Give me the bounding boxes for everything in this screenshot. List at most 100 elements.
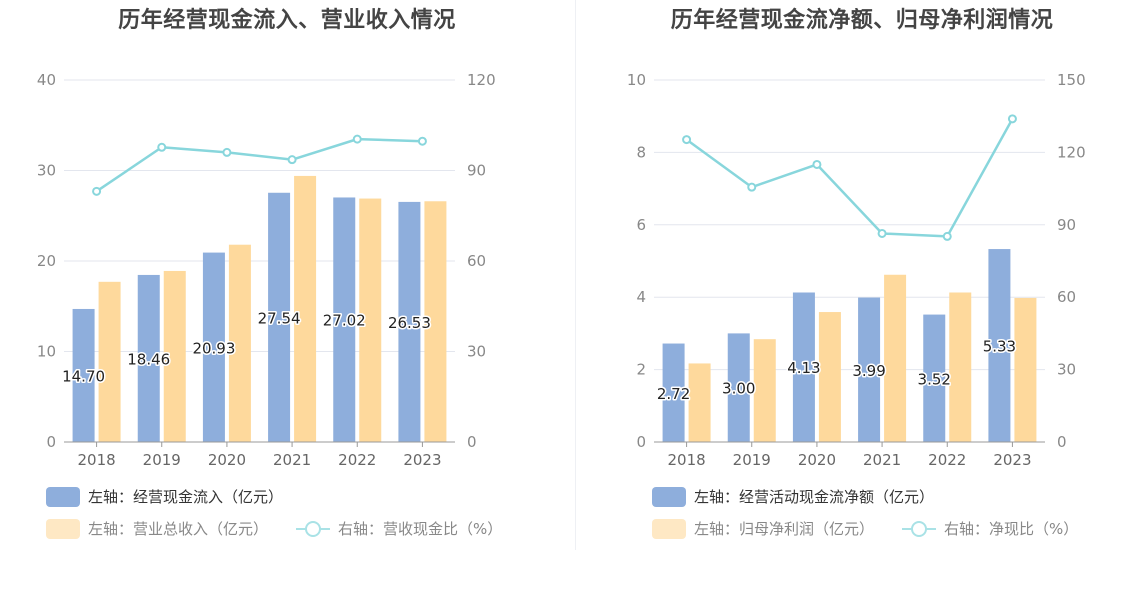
legend-label: 左轴：营业总收入（亿元） bbox=[88, 520, 269, 538]
y-left-tick-label: 8 bbox=[636, 143, 646, 161]
data-label: 14.70 bbox=[62, 367, 105, 385]
data-label: 2.72 bbox=[657, 385, 690, 403]
x-tick-label: 2020 bbox=[208, 451, 246, 469]
bar-0-s0-2020 bbox=[202, 252, 225, 442]
legend-label: 左轴：经营现金流入（亿元） bbox=[88, 488, 284, 506]
bar-0-s1-2019 bbox=[163, 270, 186, 442]
x-tick-label: 2023 bbox=[403, 451, 441, 469]
bar-1-s0-2018 bbox=[662, 343, 685, 442]
x-tick-label: 2018 bbox=[77, 451, 115, 469]
y-right-tick-label: 60 bbox=[1057, 288, 1076, 306]
legend-swatch-icon bbox=[46, 486, 80, 507]
data-label: 5.33 bbox=[983, 338, 1016, 356]
line-point bbox=[747, 182, 757, 192]
bar-0-s0-2018 bbox=[72, 308, 95, 442]
line-point bbox=[287, 155, 297, 165]
bar-1-s0-2022 bbox=[923, 314, 946, 442]
x-tick-label: 2021 bbox=[273, 451, 311, 469]
chart-plot: 0 2 4 6 8 10 0 30 60 90 120 150 2018 2019 2020 2021 2022… bbox=[627, 71, 1086, 469]
data-label: 3.99 bbox=[852, 362, 885, 380]
x-tick-label: 2019 bbox=[733, 451, 771, 469]
legend-line-icon bbox=[902, 519, 936, 539]
line-point bbox=[812, 159, 822, 169]
line-point bbox=[352, 134, 362, 144]
x-tick-label: 2022 bbox=[338, 451, 376, 469]
data-label: 27.02 bbox=[323, 312, 366, 330]
legend-label: 右轴：营收现金比（%） bbox=[338, 520, 503, 538]
bar-0-s0-2022 bbox=[333, 197, 356, 442]
y-left-tick-label: 10 bbox=[37, 343, 56, 361]
y-right-tick-label: 150 bbox=[1057, 71, 1086, 89]
series-line bbox=[685, 118, 1014, 238]
bar-1-s1-2021 bbox=[884, 274, 907, 442]
bar-1-s1-2020 bbox=[818, 312, 841, 442]
legend-item[interactable]: 左轴：营业总收入（亿元） bbox=[46, 518, 268, 539]
bar-1-s1-2019 bbox=[753, 339, 776, 442]
y-right-tick-label: 30 bbox=[467, 343, 486, 361]
y-left-tick-label: 10 bbox=[627, 71, 646, 89]
legend-item[interactable]: 右轴：营收现金比（%） bbox=[296, 518, 502, 539]
bar-1-s1-2022 bbox=[949, 292, 972, 442]
y-right-tick-label: 90 bbox=[467, 162, 486, 180]
data-label: 26.53 bbox=[388, 314, 431, 332]
line-point bbox=[877, 228, 887, 238]
legend-label: 左轴：经营活动现金流净额（亿元） bbox=[694, 488, 935, 506]
y-right-tick-label: 120 bbox=[467, 71, 496, 89]
bar-0-s1-2023 bbox=[424, 201, 447, 442]
bar-0-s1-2020 bbox=[228, 244, 251, 442]
series-line bbox=[95, 137, 423, 193]
data-label: 27.54 bbox=[258, 309, 301, 327]
legend-label: 右轴：净现比（%） bbox=[944, 520, 1079, 538]
y-left-tick-label: 40 bbox=[37, 71, 56, 89]
bar-1-s0-2019 bbox=[727, 333, 750, 442]
bar-1-s1-2018 bbox=[688, 363, 711, 442]
legend-line-icon bbox=[296, 519, 330, 539]
y-right-tick-label: 120 bbox=[1057, 143, 1086, 161]
bar-1-s0-2023 bbox=[988, 249, 1011, 442]
data-label: 20.93 bbox=[192, 339, 235, 357]
legend-item[interactable]: 左轴：经营现金流入（亿元） bbox=[46, 486, 283, 507]
bar-1-s0-2021 bbox=[858, 297, 881, 442]
bar-0-s0-2021 bbox=[268, 192, 291, 442]
x-tick-label: 2018 bbox=[667, 451, 705, 469]
x-tick-label: 2020 bbox=[798, 451, 836, 469]
y-right-tick-label: 0 bbox=[467, 433, 477, 451]
y-right-tick-label: 30 bbox=[1057, 361, 1076, 379]
legend-swatch-icon bbox=[652, 518, 686, 539]
y-right-tick-label: 0 bbox=[1057, 433, 1067, 451]
chart-title: 历年经营现金流入、营业收入情况 bbox=[118, 8, 456, 33]
y-left-tick-label: 20 bbox=[37, 252, 56, 270]
x-tick-label: 2022 bbox=[928, 451, 966, 469]
y-left-tick-label: 30 bbox=[37, 162, 56, 180]
legend-item[interactable]: 右轴：净现比（%） bbox=[902, 518, 1078, 539]
x-tick-label: 2019 bbox=[143, 451, 181, 469]
bar-0-s1-2022 bbox=[359, 198, 382, 442]
chart-panel-left: 历年经营现金流入、营业收入情况 0 10 20 30 40 0 30 60 90 120 2018 2… bbox=[0, 0, 574, 560]
legend-swatch-icon bbox=[46, 518, 80, 539]
panel-divider bbox=[575, 0, 576, 550]
data-label: 3.00 bbox=[722, 380, 755, 398]
y-left-tick-label: 6 bbox=[636, 216, 646, 234]
legend-item[interactable]: 左轴：归母净利润（亿元） bbox=[652, 518, 874, 539]
bar-1-s1-2023 bbox=[1014, 297, 1037, 442]
bar-0-s0-2023 bbox=[398, 201, 421, 442]
x-tick-label: 2023 bbox=[993, 451, 1031, 469]
data-label: 3.52 bbox=[918, 370, 951, 388]
x-tick-label: 2021 bbox=[863, 451, 901, 469]
y-left-tick-label: 2 bbox=[636, 361, 646, 379]
legend-swatch-icon bbox=[652, 486, 686, 507]
y-left-tick-label: 0 bbox=[46, 433, 56, 451]
line-point bbox=[942, 231, 952, 241]
bar-0-s0-2019 bbox=[137, 274, 160, 442]
chart-panel-right: 历年经营现金流净额、归母净利润情况 0 2 4 6 8 10 0 30 60 90 120 150 20… bbox=[576, 0, 1148, 560]
data-label: 4.13 bbox=[787, 359, 820, 377]
line-point bbox=[92, 186, 102, 196]
line-point bbox=[1007, 114, 1017, 124]
legend-item[interactable]: 左轴：经营活动现金流净额（亿元） bbox=[652, 486, 934, 507]
line-point bbox=[222, 147, 232, 157]
y-right-tick-label: 60 bbox=[467, 252, 486, 270]
line-point bbox=[417, 136, 427, 146]
data-label: 18.46 bbox=[127, 350, 170, 368]
line-point bbox=[682, 135, 692, 145]
bar-0-s1-2021 bbox=[294, 175, 317, 442]
